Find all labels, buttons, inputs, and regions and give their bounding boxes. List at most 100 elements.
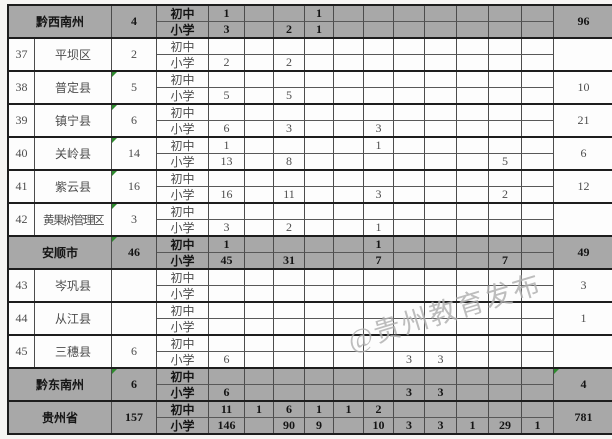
region-name-cell: 平坝区 bbox=[35, 39, 112, 70]
school-count-cell bbox=[112, 270, 157, 301]
school-type-cell: 小学 bbox=[157, 219, 209, 235]
region-row: 40 关岭县 14 初中 1 1 6 小学 13 8 5 bbox=[9, 138, 612, 171]
value-cell bbox=[425, 120, 457, 136]
region-row: 42 黄果树管理区 3 初中 小学 3 2 1 bbox=[9, 204, 612, 237]
value-cell bbox=[334, 87, 364, 103]
value-cell bbox=[305, 219, 334, 235]
school-count-cell: 46 bbox=[112, 237, 157, 268]
region-row: 41 紫云县 16 初中 12 小学 16 11 3 2 bbox=[9, 171, 612, 204]
value-cell bbox=[209, 171, 245, 187]
value-cell bbox=[425, 72, 457, 88]
school-type-cell: 初中 bbox=[157, 369, 209, 385]
value-cell bbox=[425, 87, 457, 103]
value-cell: 1 bbox=[364, 237, 394, 253]
value-cell bbox=[209, 204, 245, 220]
value-cell bbox=[334, 336, 364, 352]
value-cell bbox=[305, 252, 334, 268]
school-count-cell: 2 bbox=[112, 39, 157, 70]
value-cell bbox=[457, 237, 489, 253]
region-name-cell: 黔东南州 bbox=[9, 369, 112, 400]
value-cell: 1 bbox=[364, 219, 394, 235]
school-type-cell: 初中 bbox=[157, 105, 209, 121]
value-cell bbox=[489, 6, 522, 22]
value-cell bbox=[394, 138, 425, 154]
total-cell: 1 bbox=[580, 311, 587, 325]
value-cell bbox=[334, 237, 364, 253]
value-cell bbox=[522, 252, 554, 268]
row-number-cell: 40 bbox=[9, 138, 35, 169]
value-cell bbox=[425, 402, 457, 418]
total-cell bbox=[554, 336, 612, 367]
value-cell bbox=[522, 270, 554, 286]
row-number-cell: 38 bbox=[9, 72, 35, 103]
region-name-cell: 普定县 bbox=[35, 72, 112, 103]
value-cell bbox=[334, 72, 364, 88]
value-cell: 8 bbox=[274, 153, 305, 169]
value-cell bbox=[394, 303, 425, 319]
value-cell bbox=[425, 153, 457, 169]
value-cell bbox=[457, 402, 489, 418]
value-cell bbox=[394, 171, 425, 187]
value-cell bbox=[425, 252, 457, 268]
school-type-cell: 小学 bbox=[157, 186, 209, 202]
total-cell: 21 bbox=[577, 113, 590, 127]
school-count-cell: 6 bbox=[112, 336, 157, 367]
value-cell: 3 bbox=[364, 186, 394, 202]
value-cell: 13 bbox=[209, 153, 245, 169]
value-cell: 1 bbox=[522, 417, 554, 433]
value-cell bbox=[457, 351, 489, 367]
value-cell bbox=[394, 21, 425, 37]
value-cell bbox=[274, 285, 305, 301]
region-row: 贵州省 157 初中 11 1 6 1 1 2 781 小学 146 90 9 10 3 3 1 29 1 bbox=[9, 402, 612, 433]
school-type-cell: 初中 bbox=[157, 402, 209, 418]
value-cell bbox=[425, 6, 457, 22]
value-cell bbox=[274, 237, 305, 253]
value-cell bbox=[425, 204, 457, 220]
school-type-cell: 小学 bbox=[157, 252, 209, 268]
value-cell bbox=[305, 153, 334, 169]
value-cell: 5 bbox=[489, 153, 522, 169]
school-type-cell: 初中 bbox=[157, 171, 209, 187]
value-cell bbox=[394, 336, 425, 352]
value-cell bbox=[364, 318, 394, 334]
value-cell: 2 bbox=[209, 54, 245, 70]
value-cell: 3 bbox=[394, 417, 425, 433]
value-cell bbox=[457, 219, 489, 235]
value-cell bbox=[394, 318, 425, 334]
value-cell bbox=[364, 285, 394, 301]
value-cell bbox=[364, 351, 394, 367]
region-row: 45 三穗县 6 初中 小学 6 3 3 bbox=[9, 336, 612, 369]
value-cell bbox=[274, 318, 305, 334]
value-cell bbox=[274, 303, 305, 319]
value-cell bbox=[489, 384, 522, 400]
value-cell bbox=[489, 336, 522, 352]
value-cell: 3 bbox=[274, 120, 305, 136]
value-cell bbox=[274, 336, 305, 352]
value-cell bbox=[334, 369, 364, 385]
value-cell bbox=[334, 138, 364, 154]
value-cell bbox=[364, 336, 394, 352]
school-type-cell: 初中 bbox=[157, 270, 209, 286]
value-cell bbox=[522, 138, 554, 154]
value-cell bbox=[334, 54, 364, 70]
value-cell bbox=[305, 270, 334, 286]
value-cell bbox=[209, 105, 245, 121]
value-cell bbox=[334, 318, 364, 334]
value-cell bbox=[274, 369, 305, 385]
school-type-cell: 小学 bbox=[157, 384, 209, 400]
school-count-cell: 16 bbox=[112, 171, 157, 202]
value-cell bbox=[489, 39, 522, 55]
value-cell bbox=[489, 270, 522, 286]
value-cell bbox=[489, 237, 522, 253]
region-name-cell: 安顺市 bbox=[9, 237, 112, 268]
value-cell bbox=[274, 39, 305, 55]
school-type-cell: 小学 bbox=[157, 285, 209, 301]
value-cell bbox=[457, 105, 489, 121]
value-cell: 2 bbox=[274, 219, 305, 235]
value-cell bbox=[334, 21, 364, 37]
value-cell bbox=[305, 285, 334, 301]
value-cell bbox=[364, 39, 394, 55]
total-cell bbox=[554, 39, 612, 70]
value-cell bbox=[489, 21, 522, 37]
value-cell: 6 bbox=[209, 351, 245, 367]
